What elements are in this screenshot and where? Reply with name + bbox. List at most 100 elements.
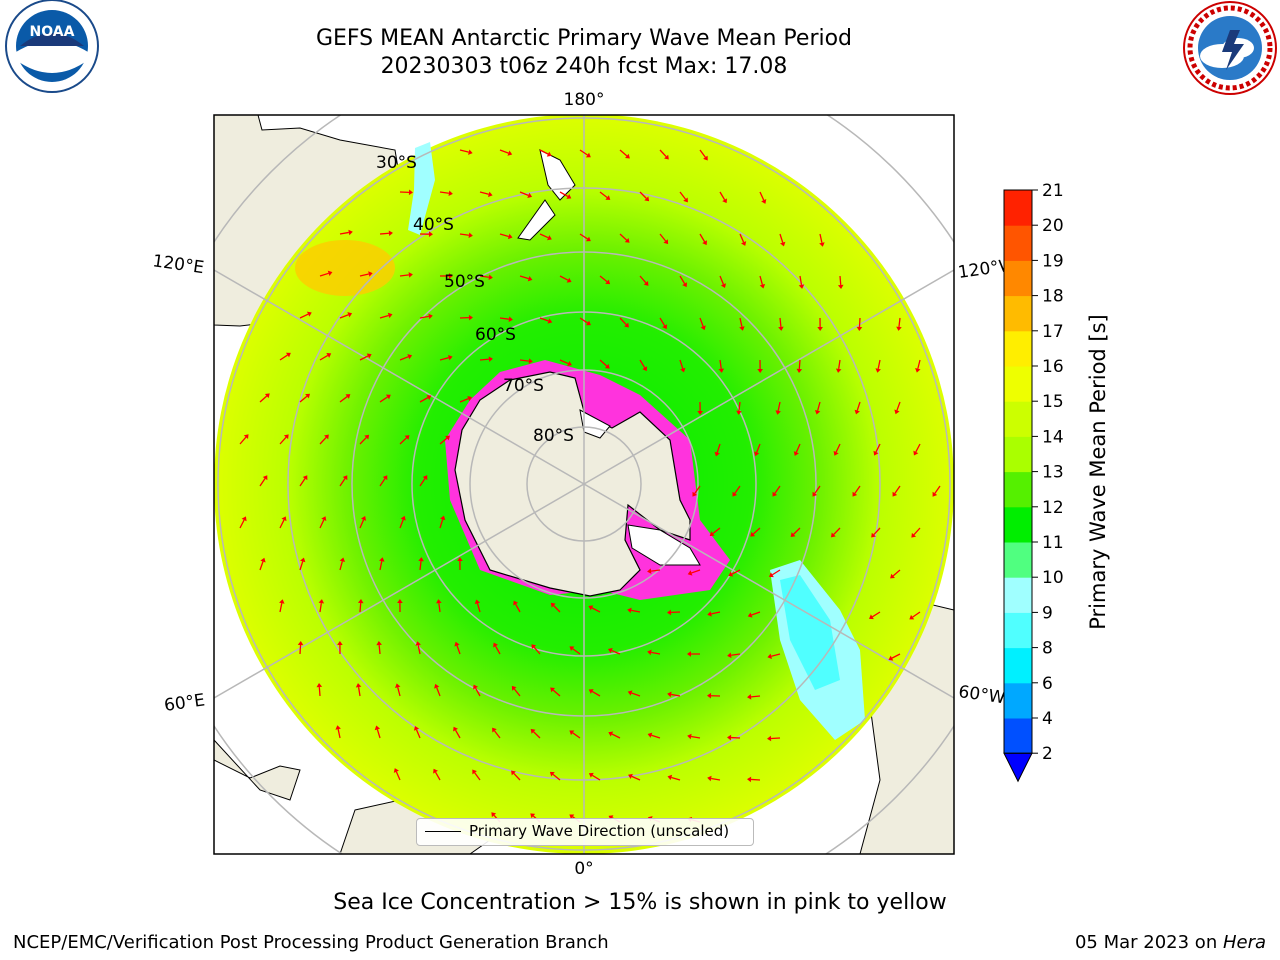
nws-logo bbox=[1183, 1, 1277, 95]
wave-arrow bbox=[569, 646, 581, 655]
colorbar-tick-label: 17 bbox=[1042, 322, 1064, 342]
footer-credit: NCEP/EMC/Verification Post Processing Pr… bbox=[13, 932, 609, 953]
wave-arrow bbox=[337, 641, 343, 655]
wave-arrow bbox=[379, 557, 385, 571]
wave-arrow bbox=[728, 569, 741, 577]
wave-arrow bbox=[335, 725, 341, 739]
wave-arrow bbox=[647, 568, 661, 574]
wave-arrow bbox=[812, 485, 821, 497]
wave-arrow bbox=[472, 769, 481, 781]
wave-arrow bbox=[659, 317, 668, 330]
wave-arrow bbox=[739, 233, 747, 246]
wave-arrow bbox=[856, 317, 863, 331]
wave-arrow bbox=[539, 233, 552, 241]
wave-arrow bbox=[395, 683, 401, 697]
wave-arrow bbox=[513, 600, 521, 613]
wave-arrow bbox=[419, 395, 432, 403]
noaa-logo-text: NOAA bbox=[30, 24, 75, 40]
wave-arrow bbox=[319, 353, 332, 361]
wave-arrow bbox=[319, 270, 333, 277]
wave-arrow bbox=[393, 768, 401, 781]
wave-arrow bbox=[339, 312, 353, 319]
colorbar-extend-triangle bbox=[1003, 752, 1033, 783]
wave-arrow bbox=[707, 775, 721, 782]
wave-arrow bbox=[667, 691, 681, 698]
colorbar-segment bbox=[1004, 506, 1032, 543]
colorbar-tick-label: 13 bbox=[1042, 463, 1064, 483]
lon-label-60e: 60°E bbox=[163, 690, 206, 715]
wave-arrow bbox=[639, 191, 650, 202]
colorbar-segment bbox=[1004, 647, 1032, 684]
wave-arrow bbox=[747, 694, 761, 700]
legend-label: Primary Wave Direction (unscaled) bbox=[469, 822, 730, 840]
wave-arrow bbox=[559, 275, 572, 283]
wave-arrow bbox=[588, 689, 601, 697]
colorbar-tick-label: 15 bbox=[1042, 392, 1064, 412]
wave-arrow bbox=[439, 435, 450, 445]
wave-arrow bbox=[588, 605, 601, 613]
wave-arrow bbox=[579, 233, 591, 242]
wave-arrow bbox=[299, 311, 312, 319]
wave-arrow bbox=[579, 149, 591, 158]
wave-arrow bbox=[459, 396, 473, 403]
colorbar-label: Primary Wave Mean Period [s] bbox=[1086, 314, 1110, 630]
wave-arrow bbox=[530, 728, 541, 739]
wave-arrow bbox=[569, 730, 581, 739]
wave-arrow bbox=[419, 475, 428, 487]
wave-arrow bbox=[619, 317, 629, 328]
wave-arrow bbox=[299, 393, 311, 403]
wave-arrow bbox=[719, 275, 727, 289]
wave-arrow bbox=[790, 527, 801, 538]
wave-arrow bbox=[439, 190, 453, 197]
wave-arrow bbox=[659, 149, 669, 160]
wave-arrow bbox=[439, 515, 446, 529]
wave-arrow bbox=[399, 189, 413, 196]
wave-arrow bbox=[854, 401, 861, 415]
wave-arrow bbox=[913, 443, 921, 456]
wave-arrow bbox=[559, 359, 572, 367]
wave-arrow bbox=[319, 516, 327, 529]
chart-subtitle: 20230303 t06z 240h fcst Max: 17.08 bbox=[380, 54, 788, 79]
wave-arrow bbox=[833, 443, 841, 456]
colorbar-segment bbox=[1004, 436, 1032, 473]
colorbar-tick-label: 4 bbox=[1042, 709, 1053, 729]
wave-arrow bbox=[778, 317, 784, 331]
wave-arrow bbox=[316, 683, 323, 697]
lon-label-60w: 60°W bbox=[957, 682, 1006, 708]
wave-arrow bbox=[279, 434, 289, 445]
footer-host: Hera bbox=[1222, 932, 1266, 953]
colorbar-tick-label: 14 bbox=[1042, 427, 1064, 447]
wave-arrow bbox=[419, 313, 433, 320]
wave-arrow bbox=[687, 733, 701, 740]
colorbar-tick-label: 12 bbox=[1042, 498, 1064, 518]
wave-arrow bbox=[479, 274, 493, 280]
wave-arrow bbox=[888, 653, 901, 661]
wave-arrow bbox=[896, 317, 902, 331]
wave-arrow bbox=[479, 356, 493, 362]
lat-label-60s: 60°S bbox=[475, 325, 516, 345]
wave-arrow bbox=[759, 191, 767, 204]
wave-arrow bbox=[647, 649, 661, 656]
wave-arrow bbox=[299, 557, 306, 571]
wave-arrow bbox=[707, 692, 721, 699]
wave-arrow bbox=[499, 149, 513, 156]
wave-arrow bbox=[493, 642, 501, 655]
wave-arrow bbox=[511, 685, 521, 697]
wave-arrow bbox=[727, 652, 741, 659]
colorbar-segment bbox=[1004, 330, 1032, 367]
wave-arrow bbox=[379, 394, 391, 403]
wave-arrow bbox=[628, 773, 641, 781]
wave-arrow bbox=[775, 401, 781, 415]
wave-arrow bbox=[875, 359, 881, 373]
wave-arrow bbox=[699, 233, 708, 246]
wave-arrow bbox=[768, 569, 781, 578]
wave-arrow bbox=[679, 275, 688, 288]
wave-arrow bbox=[599, 275, 611, 285]
wave-arrow bbox=[399, 515, 406, 529]
colorbar-tick-label: 18 bbox=[1042, 287, 1064, 307]
wave-arrow bbox=[772, 485, 781, 497]
wave-arrow bbox=[647, 732, 661, 739]
colorbar-tick-label: 9 bbox=[1042, 603, 1053, 623]
wave-arrow bbox=[687, 569, 701, 576]
